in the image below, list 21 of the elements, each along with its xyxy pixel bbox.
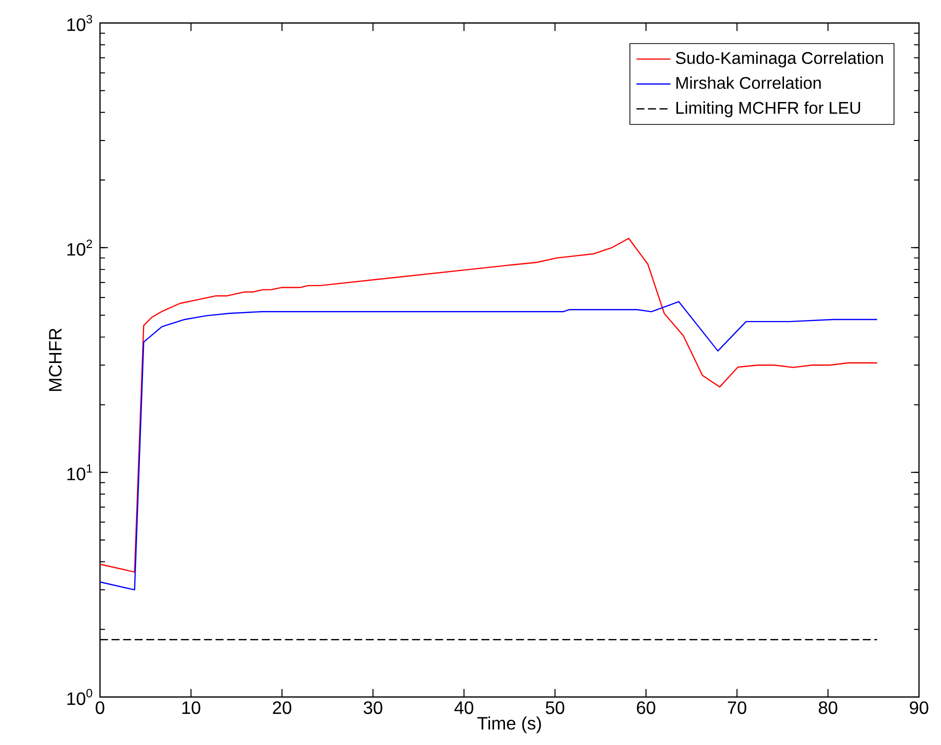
x-axis-title: Time (s): [477, 716, 541, 734]
legend-label: Limiting MCHFR for LEU: [676, 101, 860, 118]
x-tick-label: 70: [728, 701, 746, 714]
legend-label: Sudo-Kaminaga Correlation: [676, 52, 883, 68]
line-series: [100, 301, 878, 590]
line-series: [100, 238, 878, 573]
y-tick-label: 10$^{3}$: [67, 14, 92, 32]
y-tick-label: 10$^{0}$: [67, 688, 92, 706]
x-tick-label: 0: [96, 701, 104, 714]
x-tick-label: 50: [546, 701, 564, 714]
x-tick-label: 90: [910, 701, 928, 714]
x-tick-label: 80: [818, 701, 838, 714]
y-tick-label: 10$^{2}$: [67, 240, 92, 256]
x-tick-label: 40: [454, 701, 474, 714]
y-tick-label: 10$^{1}$: [67, 464, 92, 480]
x-tick-label: 20: [272, 701, 292, 714]
legend-label: Mirshak Correlation: [676, 76, 821, 89]
y-axis-title: MCHFR: [48, 328, 62, 391]
x-tick-label: 60: [636, 701, 656, 714]
x-tick-label: 10: [182, 701, 200, 714]
x-tick-label: 30: [364, 701, 382, 714]
